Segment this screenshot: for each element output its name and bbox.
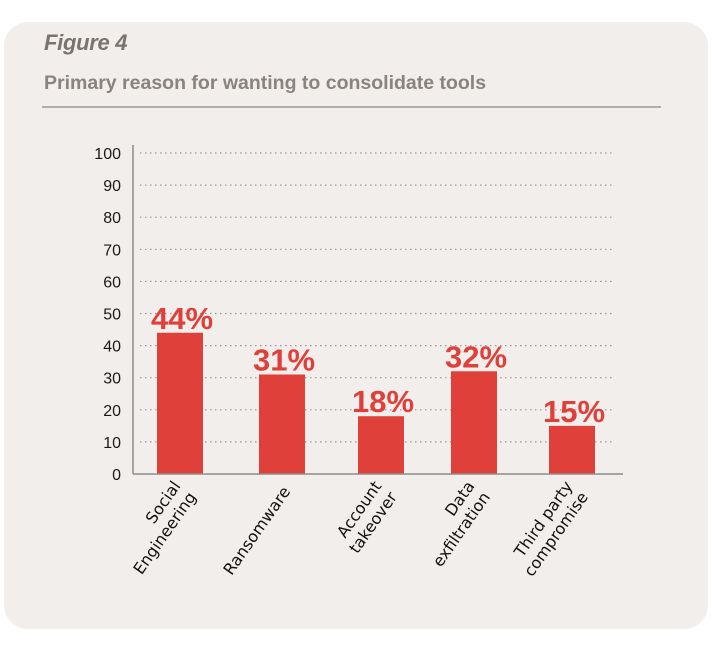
data-label: 44% (151, 301, 213, 336)
category-label: Ransomware (219, 483, 294, 579)
y-tick-label: 40 (103, 339, 121, 356)
bar (451, 371, 497, 474)
bar (549, 425, 595, 474)
figure-label: Figure 4 (44, 30, 128, 55)
y-tick-label: 10 (103, 435, 121, 452)
bar (157, 332, 203, 474)
y-tick-label: 80 (103, 210, 121, 227)
bar (259, 374, 305, 474)
data-label: 32% (445, 339, 507, 374)
y-tick-label: 30 (103, 371, 121, 388)
figure-card (4, 22, 708, 629)
y-tick-label: 90 (103, 178, 121, 195)
gridlines (140, 152, 614, 443)
y-tick-label: 100 (94, 146, 121, 163)
y-tick-label: 50 (103, 307, 121, 324)
data-label: 15% (543, 394, 605, 429)
title-divider (42, 106, 661, 108)
category-label-line: Ransomware (219, 483, 294, 579)
axes (132, 145, 623, 475)
data-label: 31% (253, 342, 315, 377)
data-labels: 44% 31% 18% 32% 15% (151, 301, 605, 429)
y-tick-label: 70 (103, 242, 121, 259)
y-tick-label: 0 (112, 467, 121, 484)
bar (358, 416, 404, 474)
y-tick-label: 20 (103, 403, 121, 420)
y-axis-ticks: 0 10 20 30 40 50 60 70 80 90 100 (94, 146, 121, 484)
figure-title: Primary reason for wanting to consolidat… (44, 72, 487, 94)
bars (157, 332, 595, 474)
data-label: 18% (352, 384, 414, 419)
y-tick-label: 60 (103, 274, 121, 291)
